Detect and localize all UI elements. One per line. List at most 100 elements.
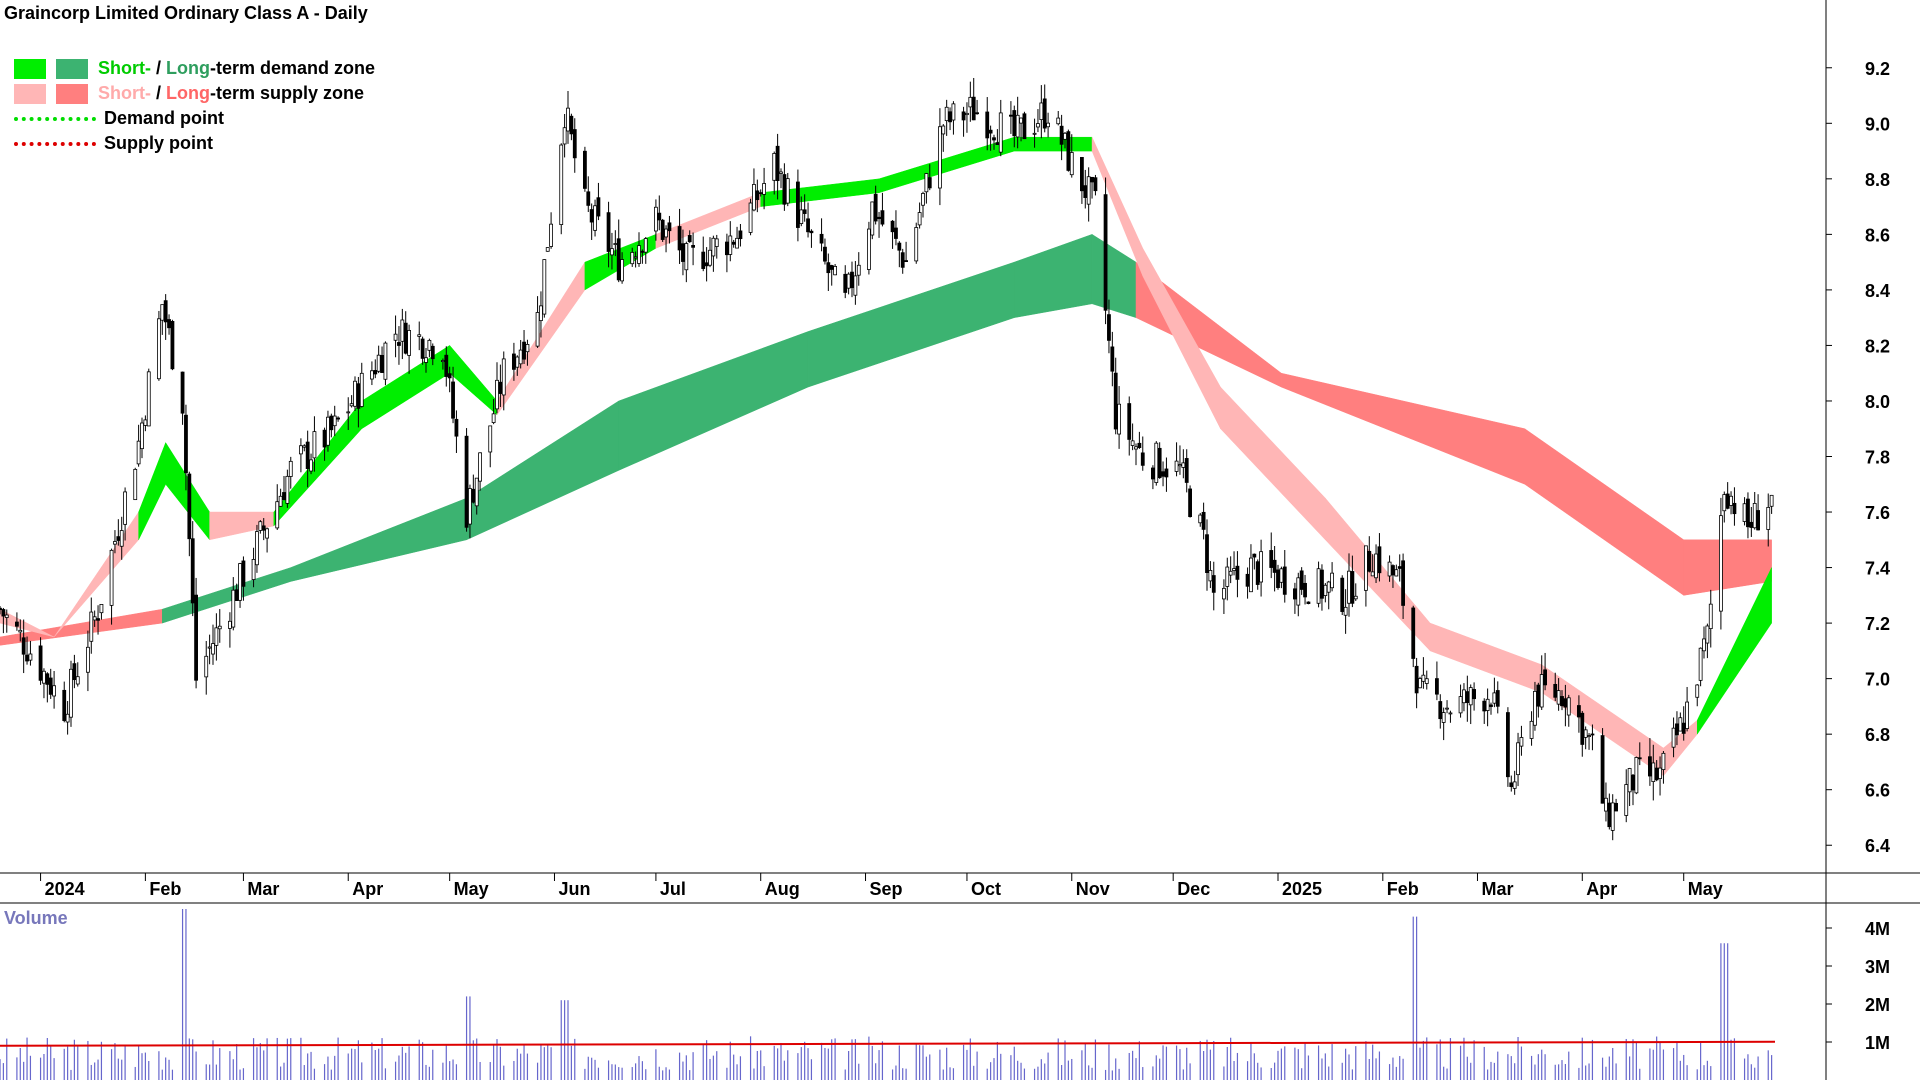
candle-body — [944, 106, 949, 122]
candle-body — [420, 338, 425, 359]
short-term-zone-segment — [496, 261, 586, 416]
candle-body — [1296, 577, 1301, 606]
candle-body — [1364, 545, 1368, 591]
candle-body — [464, 435, 469, 528]
candle-body — [1161, 471, 1165, 477]
date-tick-label: Mar — [1481, 879, 1513, 899]
candle-body — [775, 145, 780, 182]
price-tick-label: 8.0 — [1865, 392, 1890, 412]
candle-body — [846, 273, 851, 289]
candle-body — [163, 300, 168, 323]
short-term-zone-segment — [138, 442, 166, 540]
candle-body — [383, 342, 388, 380]
long-demand-swatch — [56, 58, 88, 79]
candle-body — [630, 252, 635, 265]
candle-body — [927, 177, 932, 189]
candle-body — [1472, 689, 1476, 700]
candle-body — [1151, 467, 1155, 480]
candle-body — [1590, 733, 1595, 736]
candle-body — [217, 625, 222, 630]
candle-body — [1117, 403, 1121, 435]
candle-body — [1249, 557, 1253, 593]
candle-body — [336, 417, 340, 420]
candle-body — [1276, 569, 1280, 588]
candle-body — [1137, 442, 1142, 448]
candle-body — [332, 415, 337, 427]
zone-bands — [0, 136, 1772, 777]
candle-body — [1485, 698, 1490, 711]
candle-body — [1553, 683, 1558, 698]
date-tick-label: Oct — [971, 879, 1001, 899]
candle-body — [833, 266, 837, 276]
candle-body — [1235, 565, 1240, 580]
candle-body — [1015, 114, 1020, 138]
candle-body — [1130, 440, 1135, 446]
candle-body — [1414, 665, 1419, 694]
candle-body — [1661, 752, 1666, 770]
candle-body — [1424, 678, 1429, 684]
candle-body — [809, 230, 814, 234]
candle-body — [1604, 797, 1608, 812]
candle-body — [1046, 122, 1050, 128]
candle-body — [880, 210, 885, 225]
candle-body — [657, 212, 662, 221]
candle-body — [1245, 573, 1250, 587]
candle-body — [1536, 684, 1541, 707]
legend-short-label: Short- — [98, 58, 151, 78]
candle-body — [1009, 114, 1013, 117]
candle-body — [965, 112, 969, 116]
candle-body — [400, 319, 405, 342]
candle-body — [545, 247, 550, 252]
candle-body — [498, 381, 503, 394]
candle-body — [1093, 177, 1098, 192]
candle-body — [971, 96, 976, 121]
candle-body — [877, 216, 881, 220]
candle-body — [356, 383, 361, 409]
candle-body — [938, 126, 942, 189]
short-term-zone-segment — [1696, 567, 1772, 735]
price-tick-label: 7.6 — [1865, 503, 1890, 523]
candle-body — [1316, 568, 1321, 604]
short-term-zone-segment — [1014, 136, 1093, 152]
candle-body — [681, 243, 685, 262]
volume-label: Volume — [4, 908, 68, 928]
candle-body — [687, 235, 692, 243]
candle-body — [495, 379, 499, 410]
candle-body — [1154, 442, 1159, 483]
candle-body — [961, 111, 966, 121]
candle-body — [1353, 595, 1358, 600]
short-term-zone-segment — [1220, 386, 1326, 541]
candle-body — [1732, 502, 1737, 515]
candle-body — [1580, 712, 1585, 745]
candle-body — [752, 184, 756, 211]
long-term-zone-segment — [466, 400, 619, 541]
candle-body — [1675, 723, 1679, 736]
price-tick-label: 8.2 — [1865, 336, 1890, 356]
candle-body — [251, 558, 256, 580]
candle-body — [1374, 553, 1378, 579]
candle-body — [1756, 510, 1760, 531]
candle-body — [1282, 566, 1287, 595]
candle-body — [302, 445, 307, 448]
candle-body — [559, 144, 564, 225]
candle-body — [1702, 638, 1706, 652]
candle-body — [1178, 464, 1182, 467]
candle-body — [4, 614, 9, 618]
candle-body — [28, 653, 33, 661]
candle-body — [1012, 110, 1017, 137]
candle-body — [1719, 515, 1723, 612]
candle-body — [873, 193, 878, 222]
candle-body — [660, 219, 665, 240]
candle-body — [620, 259, 624, 282]
candle-body — [890, 220, 895, 233]
candle-body — [535, 312, 540, 347]
candle-body — [995, 142, 1000, 145]
volume-tick-label: 1M — [1865, 1033, 1890, 1053]
candle-body — [917, 212, 922, 226]
candle-body — [92, 616, 97, 621]
candle-body — [468, 488, 472, 525]
candle-body — [1164, 468, 1169, 478]
candle-body — [349, 403, 354, 407]
candle-body — [542, 259, 547, 315]
candle-body — [1556, 690, 1561, 705]
